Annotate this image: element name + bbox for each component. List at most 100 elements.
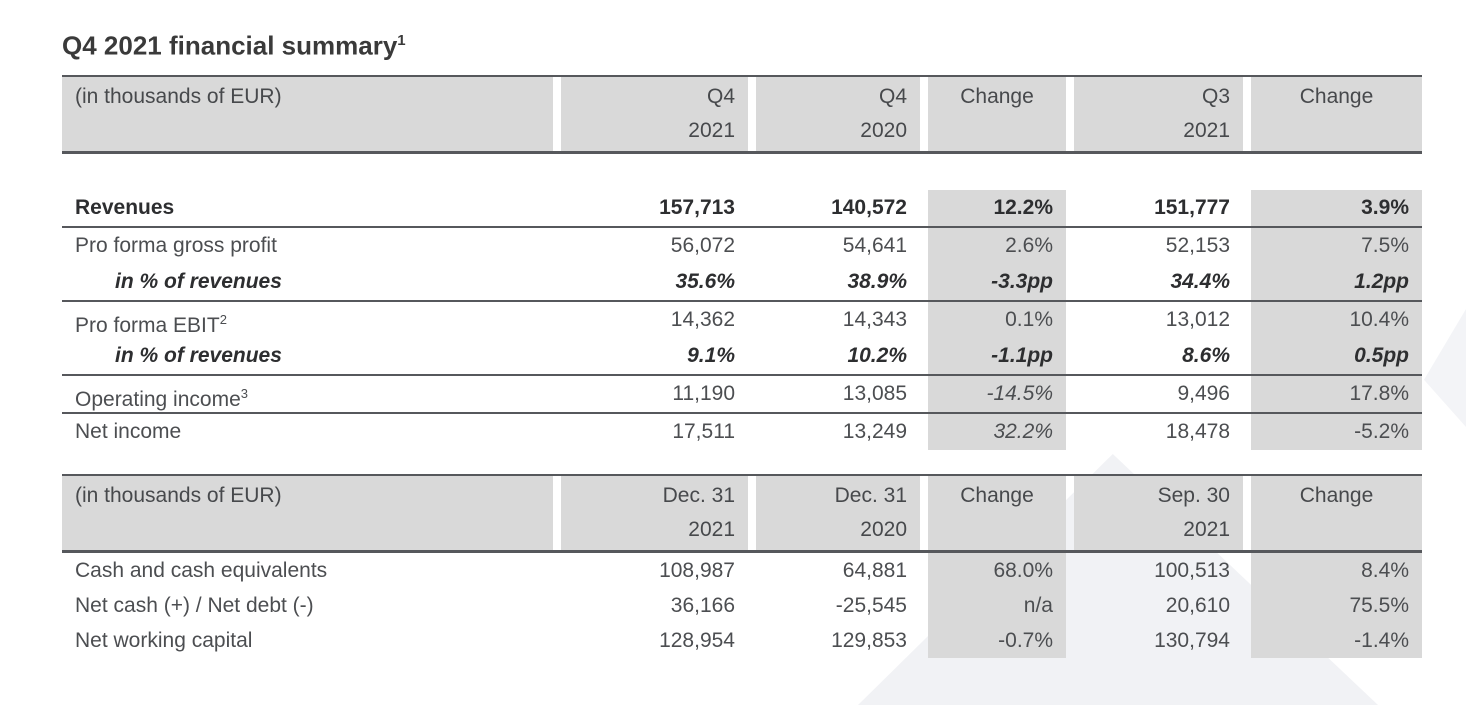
cell-value: 54,641 [842, 233, 907, 257]
cell-value: 10.4% [1251, 301, 1422, 338]
row-label-text: in % of revenues [115, 343, 282, 367]
cell-value: 56,072 [670, 233, 735, 257]
cell-value: 75.5% [1251, 587, 1422, 623]
report-page: Q4 2021 financial summary1 (in thousands… [62, 26, 1422, 658]
cell-value: 140,572 [831, 195, 907, 219]
cell-value: 151,777 [1154, 195, 1230, 219]
row-label: in % of revenues [62, 264, 553, 300]
row-label: Operating income3 [62, 376, 553, 412]
title-footnote-ref: 1 [397, 32, 406, 49]
column-header: Change [928, 475, 1066, 550]
cell-value: n/a [928, 587, 1066, 623]
cell-value: 157,713 [659, 195, 735, 219]
row-label-text: Net cash (+) / Net debt (-) [75, 593, 314, 617]
cell-value: 35.6% [675, 269, 735, 293]
column-header: Q3 2021 [1074, 76, 1243, 151]
cell-value: 20,610 [1165, 593, 1230, 617]
row-label-text: Net working capital [75, 628, 253, 652]
row-label-text: Operating income [75, 387, 241, 411]
column-header: Sep. 30 2021 [1074, 475, 1243, 550]
footnote-ref: 2 [219, 311, 227, 327]
financial-summary-title: Q4 2021 financial summary1 [62, 26, 1422, 61]
cell-value: 11,190 [672, 381, 735, 405]
column-header: Q4 2021 [561, 76, 748, 151]
column-header: Change [1251, 475, 1422, 550]
row-label-text: Revenues [75, 195, 175, 219]
unit-label: (in thousands of EUR) [62, 76, 553, 151]
row-label-text: Pro forma gross profit [75, 233, 277, 257]
cell-value: -5.2% [1251, 413, 1422, 450]
row-label: Net cash (+) / Net debt (-) [62, 588, 553, 623]
table-row: Pro forma gross profit 56,072 54,641 2.6% 52… [62, 227, 1422, 264]
table-row: Net income 17,511 13,249 32.2% 18,478 -5.2% [62, 413, 1422, 450]
row-label: Net working capital [62, 623, 553, 658]
cell-value: -1.4% [1251, 622, 1422, 658]
cell-value: 108,987 [659, 558, 735, 582]
cell-value: 36,166 [670, 593, 735, 617]
balance-sheet-table: (in thousands of EUR) Dec. 31 2021 Dec. 31… [62, 473, 1422, 658]
cell-value: -14.5% [928, 375, 1066, 412]
cell-value: 14,343 [842, 307, 907, 331]
table-row: in % of revenues 9.1% 10.2% -1.1pp 8.6% 0.5pp [62, 337, 1422, 376]
cell-value: 2.6% [928, 227, 1066, 264]
cell-value: -1.1pp [928, 337, 1066, 374]
cell-value: 8.6% [1182, 343, 1230, 367]
watermark-shape [1424, 309, 1466, 427]
cell-value: 64,881 [842, 558, 907, 582]
column-header: Change [1251, 76, 1422, 151]
cell-value: 0.1% [928, 301, 1066, 338]
row-label: Net income [62, 414, 553, 450]
cell-value: 3.9% [1251, 189, 1422, 226]
table-row: Net working capital 128,954 129,853 -0.7% 13… [62, 622, 1422, 658]
cell-value: 13,249 [842, 419, 907, 443]
table-row: Cash and cash equivalents 108,987 64,881 68… [62, 552, 1422, 588]
table-header-row: (in thousands of EUR) Dec. 31 2021 Dec. 31… [62, 473, 1422, 553]
cell-value: 17.8% [1251, 375, 1422, 412]
row-label: in % of revenues [62, 338, 553, 374]
cell-value: 68.0% [928, 552, 1066, 588]
cell-value: 12.2% [928, 189, 1066, 226]
table-row: Net cash (+) / Net debt (-) 36,166 -25,545… [62, 587, 1422, 623]
row-label: Cash and cash equivalents [62, 553, 553, 588]
cell-value: 0.5pp [1251, 337, 1422, 374]
row-label: Pro forma EBIT2 [62, 302, 553, 338]
row-label-text: in % of revenues [115, 269, 282, 293]
cell-value: 32.2% [928, 413, 1066, 450]
cell-value: 17,511 [672, 419, 735, 443]
cell-value: 18,478 [1165, 419, 1230, 443]
table-row: in % of revenues 35.6% 38.9% -3.3pp 34.4% 1.2… [62, 263, 1422, 302]
cell-value: 8.4% [1251, 552, 1422, 588]
spacer-row [62, 154, 1422, 190]
cell-value: -25,545 [835, 593, 907, 617]
column-header: Change [928, 76, 1066, 151]
cell-value: -0.7% [928, 622, 1066, 658]
cell-value: 100,513 [1154, 558, 1230, 582]
table-row: Pro forma EBIT2 14,362 14,343 0.1% 13,012 10.… [62, 301, 1422, 338]
cell-value: 130,794 [1154, 628, 1230, 652]
cell-value: 38.9% [847, 269, 907, 293]
cell-value: 13,085 [842, 381, 907, 405]
cell-value: 14,362 [670, 307, 735, 331]
cell-value: 13,012 [1165, 307, 1230, 331]
cell-value: 9.1% [687, 343, 735, 367]
title-text: Q4 2021 financial summary [62, 30, 398, 61]
footnote-ref: 3 [240, 385, 248, 401]
table-gap [62, 450, 1422, 474]
cell-value: 7.5% [1251, 227, 1422, 264]
row-label: Pro forma gross profit [62, 228, 553, 264]
cell-value: 34.4% [1170, 269, 1230, 293]
cell-value: -3.3pp [928, 263, 1066, 300]
row-label-text: Net income [75, 419, 182, 443]
cell-value: 1.2pp [1251, 263, 1422, 300]
cell-value: 128,954 [659, 628, 735, 652]
table-header-row: (in thousands of EUR) Q4 2021 Q4 2020 Chang… [62, 74, 1422, 154]
cell-value: 9,496 [1177, 381, 1230, 405]
unit-label: (in thousands of EUR) [62, 475, 553, 550]
table-row: Revenues 157,713 140,572 12.2% 151,777 3.9% [62, 189, 1422, 228]
income-statement-table: (in thousands of EUR) Q4 2021 Q4 2020 Chang… [62, 74, 1422, 450]
column-header: Q4 2020 [756, 76, 920, 151]
column-header: Dec. 31 2021 [561, 475, 748, 550]
cell-value: 129,853 [831, 628, 907, 652]
cell-value: 52,153 [1165, 233, 1230, 257]
row-label-text: Cash and cash equivalents [75, 558, 328, 582]
